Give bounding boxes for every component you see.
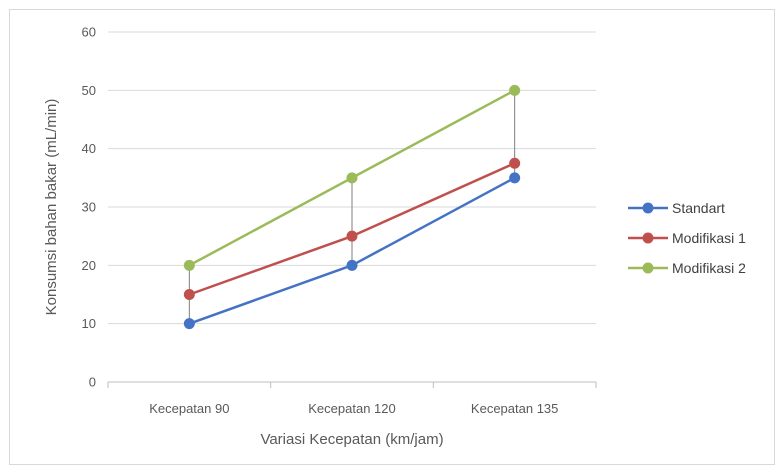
y-tick-label: 60 [82, 25, 96, 40]
y-axis-title: Konsumsi bahan bakar (mL/min) [43, 99, 60, 316]
legend-label-standart: Standart [672, 200, 725, 216]
legend-marker-modifikasi-1 [642, 232, 654, 244]
x-axis-title: Variasi Kecepatan (km/jam) [260, 431, 443, 448]
legend-marker-modifikasi-2 [642, 262, 654, 274]
x-tick-label: Kecepatan 90 [149, 401, 229, 416]
x-axis-ticks: Kecepatan 90 Kecepatan 120 Kecepatan 135 [107, 382, 597, 416]
y-tick-label: 10 [82, 316, 96, 331]
y-tick-label: 50 [82, 83, 96, 98]
data-point-modifikasi-2 [509, 84, 521, 96]
y-tick-label: 40 [82, 141, 96, 156]
series-lines [183, 84, 521, 330]
data-point-modifikasi-1 [509, 157, 521, 169]
data-point-standart [509, 172, 521, 184]
data-point-modifikasi-2 [183, 259, 195, 271]
data-point-modifikasi-1 [346, 230, 358, 242]
x-tick-label: Kecepatan 120 [308, 401, 395, 416]
legend: Standart Modifikasi 1 Modifikasi 2 [628, 200, 746, 276]
data-point-standart [346, 259, 358, 271]
data-point-modifikasi-1 [183, 289, 195, 300]
legend-label-modifikasi-1: Modifikasi 1 [672, 230, 746, 246]
data-point-modifikasi-2 [346, 172, 358, 184]
data-point-standart [183, 318, 195, 330]
y-tick-label: 20 [82, 258, 96, 273]
y-tick-label: 0 [89, 375, 96, 390]
y-tick-label: 30 [82, 200, 96, 215]
x-tick-label: Kecepatan 135 [471, 401, 558, 416]
y-axis-ticks: 0 10 20 30 40 50 60 [82, 25, 96, 390]
legend-label-modifikasi-2: Modifikasi 2 [672, 260, 746, 276]
legend-marker-standart [642, 202, 654, 214]
